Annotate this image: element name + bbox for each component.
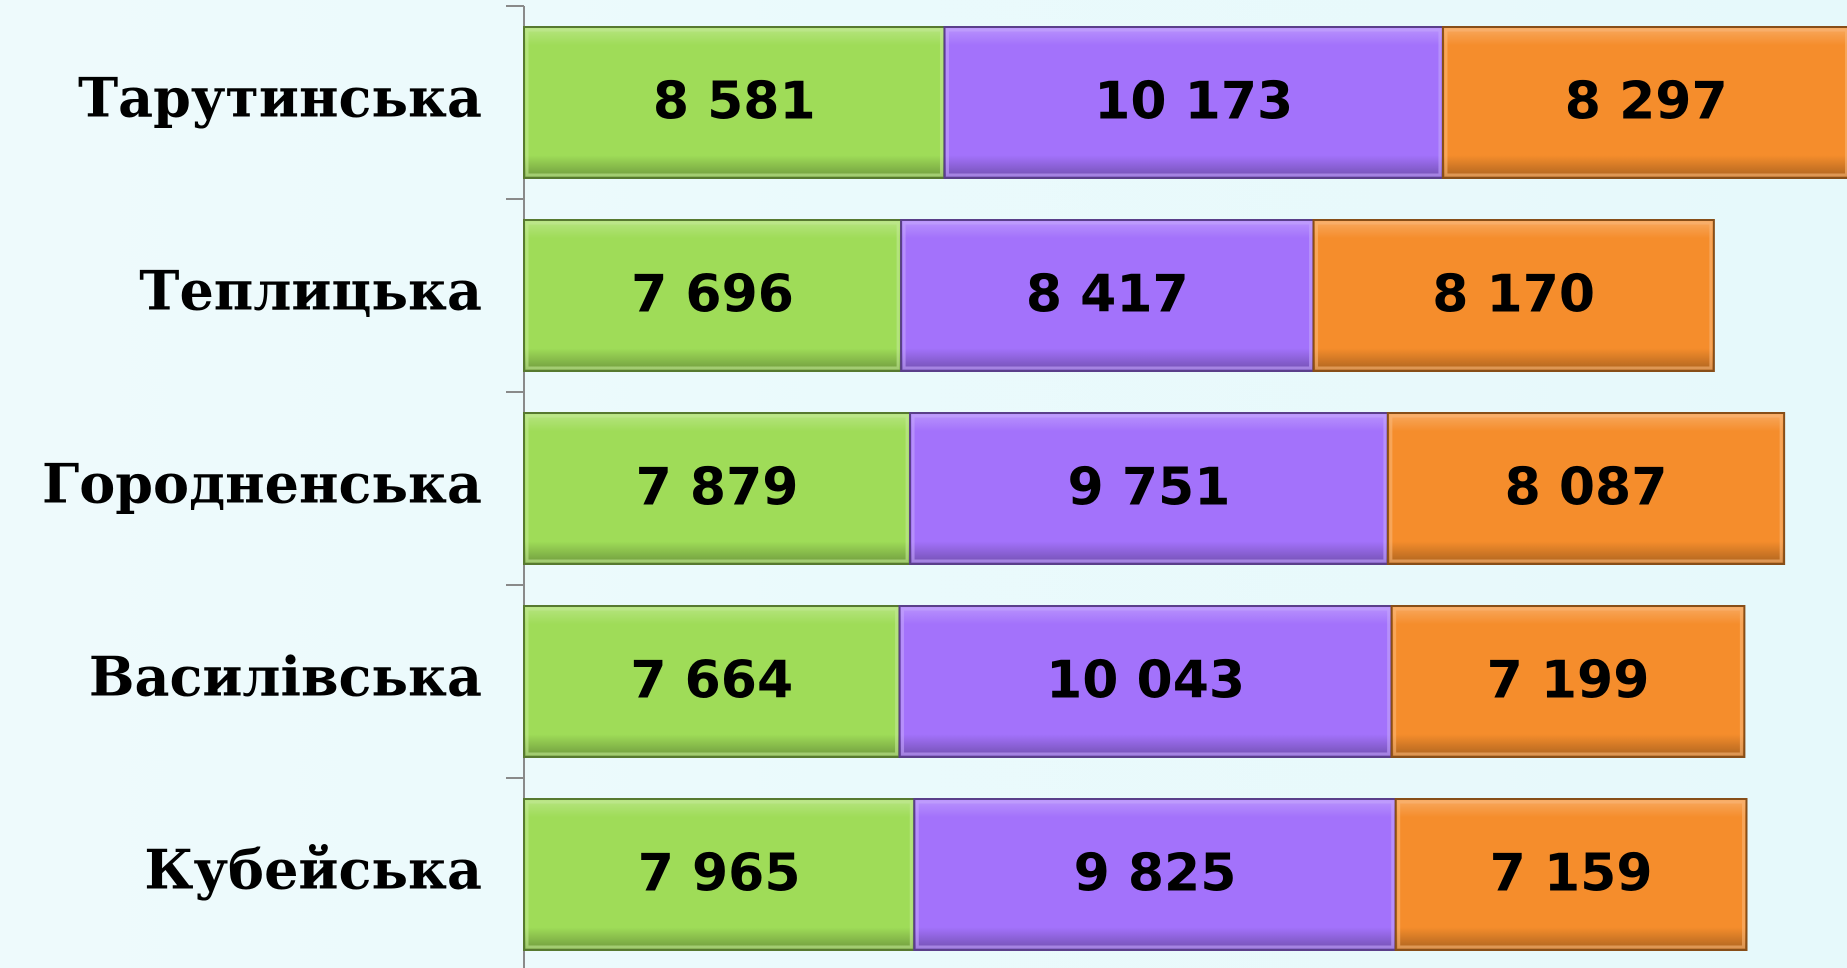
bar-segment [898, 605, 1393, 758]
bar-segment [913, 798, 1397, 951]
bar-bevel [1444, 28, 1847, 177]
value-label: 10 173 [1094, 72, 1293, 132]
category-label: Кубейська [144, 838, 482, 902]
value-label: 8 417 [1026, 265, 1189, 325]
value-label: 7 159 [1490, 844, 1653, 904]
bar-segment [1312, 219, 1715, 372]
category-label: Теплицька [139, 259, 482, 323]
value-label: 7 199 [1487, 651, 1650, 711]
bar-bevel [915, 800, 1395, 949]
value-label: 8 297 [1565, 72, 1728, 132]
bar-bevel [945, 28, 1442, 177]
bar-bevel [1315, 221, 1713, 370]
value-label: 7 879 [636, 458, 799, 518]
value-label: 7 664 [630, 651, 793, 711]
bar-segment [1394, 798, 1748, 951]
value-label: 8 170 [1432, 265, 1595, 325]
value-label: 9 825 [1074, 844, 1237, 904]
bar-segment [909, 412, 1389, 565]
bar-segment [523, 219, 903, 372]
value-label: 8 581 [653, 72, 816, 132]
bar-bevel [1393, 607, 1743, 756]
value-label: 10 043 [1046, 651, 1245, 711]
category-label: Городненська [42, 452, 482, 516]
bar-segment [1386, 412, 1786, 565]
value-label: 8 087 [1505, 458, 1668, 518]
value-label: 9 751 [1068, 458, 1231, 518]
bar-bevel [525, 221, 900, 370]
bar-bevel [525, 607, 899, 756]
value-label: 7 696 [631, 265, 794, 325]
category-label: Василівська [89, 645, 482, 709]
bar-bevel [1397, 800, 1746, 949]
bar-bevel [1389, 414, 1783, 563]
bar-bevel [525, 414, 909, 563]
bar-segment [943, 26, 1444, 179]
bar-bevel [525, 800, 913, 949]
bar-bevel [525, 28, 943, 177]
category-label: Тарутинська [78, 66, 482, 130]
bar-bevel [911, 414, 1387, 563]
bar-bevel [902, 221, 1313, 370]
bar-segment [523, 798, 916, 951]
bar-bevel [901, 607, 1391, 756]
bar-segment [1441, 26, 1847, 179]
bar-segment [1390, 605, 1746, 758]
bar-segment [523, 26, 946, 179]
bar-segment [900, 219, 1315, 372]
bar-segment [523, 412, 912, 565]
value-label: 7 965 [638, 844, 801, 904]
